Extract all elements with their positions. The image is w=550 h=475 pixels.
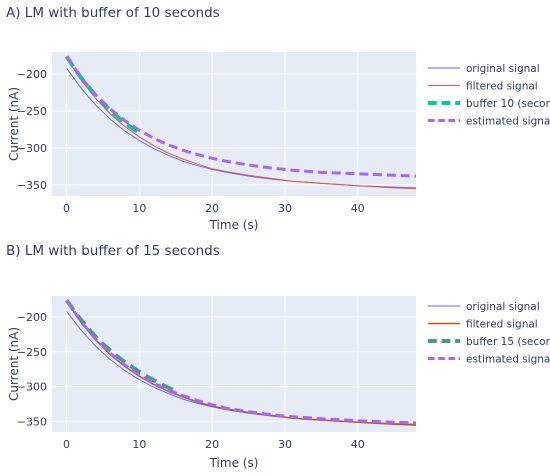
x-axis-label: Time (s): [209, 218, 259, 232]
x-tick-label: 20: [205, 438, 219, 451]
legend-label: filtered signal: [466, 81, 538, 93]
y-axis-label: Current (nA): [7, 327, 21, 401]
x-tick-label: 30: [278, 202, 292, 215]
y-tick-label: −250: [17, 346, 47, 359]
legend-label: original signal: [466, 301, 540, 313]
legend-label: estimated signal: [466, 116, 550, 128]
series-line-4: [65, 55, 416, 178]
y-tick-label: −350: [17, 416, 47, 429]
series-line-2: [66, 57, 416, 190]
plot-background: [52, 52, 416, 196]
legend-label: filtered signal: [466, 319, 538, 331]
x-tick-label: 40: [351, 202, 365, 215]
x-tick-label: 10: [132, 438, 146, 451]
y-tick-label: −200: [17, 68, 47, 81]
chart-panel-a: A) LM with buffer of 10 seconds 0 10 20 30 40…: [6, 5, 550, 232]
y-tick-label: −250: [17, 105, 47, 118]
x-tick-label: 0: [63, 202, 70, 215]
y-tick-label: −200: [17, 311, 47, 324]
y-axis-label: Current (nA): [7, 87, 21, 161]
y-tick-label: −350: [17, 179, 47, 192]
x-tick-label: 10: [132, 202, 146, 215]
x-tick-label: 20: [205, 202, 219, 215]
legend-label: buffer 15 (seconds): [466, 336, 550, 348]
x-tick-label: 30: [278, 438, 292, 451]
legend-label: original signal: [466, 63, 540, 75]
chart-panel-b: B) LM with buffer of 15 seconds 0 10 20 30 40…: [6, 243, 550, 470]
x-tick-label: 0: [63, 438, 70, 451]
legend-label: buffer 10 (seconds): [466, 98, 550, 110]
x-tick-label: 40: [351, 438, 365, 451]
x-axis-label: Time (s): [209, 456, 259, 470]
y-tick-label: −300: [17, 142, 47, 155]
series-line-4: [65, 299, 416, 425]
plot-background: [52, 296, 416, 432]
chart-title: B) LM with buffer of 15 seconds: [6, 243, 220, 259]
y-tick-label: −300: [17, 381, 47, 394]
legend-label: estimated signal: [466, 354, 550, 366]
chart-title: A) LM with buffer of 10 seconds: [6, 5, 220, 21]
